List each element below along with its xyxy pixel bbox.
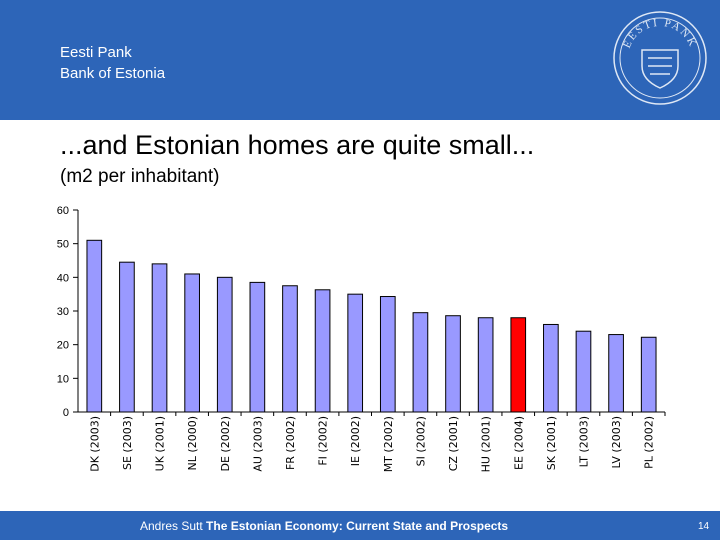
bar <box>151 263 168 413</box>
x-tick-label: EE (2004) <box>512 416 525 470</box>
org-name-english: Bank of Estonia <box>60 65 166 82</box>
bar <box>314 289 331 413</box>
x-tick-label: SI (2002) <box>414 416 427 466</box>
x-tick-label: FR (2002) <box>284 416 297 470</box>
x-tick-label: LV (2003) <box>610 416 623 469</box>
y-tick-label: 0 <box>63 407 69 419</box>
slide-title: ...and Estonian homes are quite small... <box>60 130 535 160</box>
bar <box>184 273 200 413</box>
y-tick-label: 10 <box>57 373 69 385</box>
x-tick-label: HU (2001) <box>480 416 493 472</box>
bar <box>445 315 461 413</box>
x-tick-label: DK (2003) <box>88 416 101 472</box>
footer-presentation-title: The Estonian Economy: Current State and … <box>206 519 509 533</box>
x-tick-label: PL (2002) <box>643 416 656 469</box>
bar <box>216 276 233 413</box>
x-tick-label: MT (2002) <box>382 416 395 472</box>
org-name: Eesti Pank Bank of Estonia <box>60 42 165 84</box>
bar-highlighted <box>510 317 527 413</box>
bar <box>640 336 657 413</box>
y-tick-label: 50 <box>57 239 69 251</box>
x-tick-label: LT (2003) <box>577 416 590 467</box>
x-tick-label: AU (2003) <box>251 416 264 472</box>
slide-subtitle: (m2 per inhabitant) <box>60 166 220 187</box>
y-tick-label: 60 <box>57 205 69 217</box>
x-tick-label: CZ (2001) <box>447 416 460 471</box>
x-tick-label: NL (2000) <box>186 416 199 470</box>
bar <box>119 261 135 413</box>
x-tick-label: FI (2002) <box>317 416 330 466</box>
bar <box>249 281 266 413</box>
bar <box>347 293 364 413</box>
x-tick-label: UK (2001) <box>154 416 167 471</box>
bar <box>282 285 298 413</box>
bar <box>379 296 396 413</box>
bar <box>477 317 494 413</box>
bar <box>608 334 624 413</box>
header-bar <box>0 0 720 120</box>
org-name-estonian: Eesti Pank <box>60 44 132 61</box>
x-tick-label: IE (2002) <box>349 416 362 466</box>
x-tick-label: DE (2002) <box>219 416 232 472</box>
bar <box>86 239 103 413</box>
footer-bar <box>0 511 720 540</box>
bar <box>543 323 559 413</box>
y-tick-label: 40 <box>57 272 69 284</box>
footer-caption: Andres Sutt The Estonian Economy: Curren… <box>140 519 508 533</box>
page-number: 14 <box>698 521 710 532</box>
footer-author: Andres Sutt <box>140 519 203 533</box>
bar <box>575 330 592 413</box>
y-tick-label: 20 <box>57 340 69 352</box>
bank-seal-icon: EESTI PANK <box>613 11 707 105</box>
x-tick-label: SE (2003) <box>121 416 134 470</box>
x-tick-label: SK (2001) <box>545 416 558 470</box>
y-tick-label: 30 <box>57 306 69 318</box>
bar-chart: 0 10 20 30 40 50 60 DK (2003) SE (2003) UK (2001)… <box>57 205 666 472</box>
bar <box>412 312 429 413</box>
